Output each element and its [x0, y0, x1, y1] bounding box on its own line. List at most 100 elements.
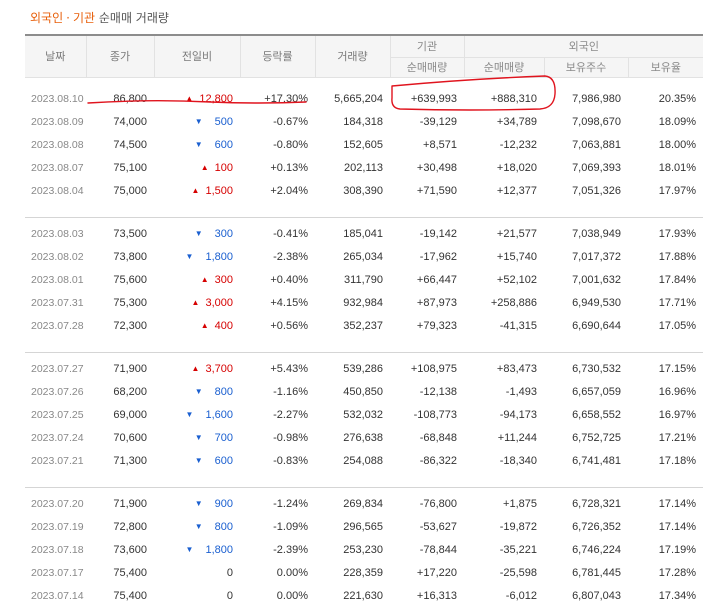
cell-ratio: 17.05% [658, 320, 697, 332]
cell-foreign-net: -94,173 [499, 409, 537, 421]
change-value: 600 [214, 139, 233, 151]
table-row: 2023.08.07 75,100 ▲ 100 +0.13% 202,113 +30,498… [25, 157, 703, 180]
arrow-up-icon: ▲ [191, 186, 200, 195]
table-row: 2023.07.24 70,600 ▼ 700 -0.98% 276,638 -68,848… [25, 427, 703, 450]
cell-volume: 532,032 [343, 409, 383, 421]
cell-volume: 311,790 [344, 274, 383, 286]
cell-foreign-net: +12,377 [496, 185, 537, 197]
header-change: 전일비 [153, 34, 240, 78]
table-row: 2023.08.08 74,500 ▼ 600 -0.80% 152,605 +8,571 -… [25, 134, 703, 157]
cell-ratio: 17.14% [658, 498, 697, 510]
table-row: 2023.07.28 72,300 ▲ 400 +0.56% 352,237 +79,323… [25, 315, 703, 338]
cell-inst-net: +8,571 [423, 139, 457, 151]
header-inst-net: 순매매량 [389, 57, 464, 78]
table-row: 2023.07.18 73,600 ▼ 1,800 -2.39% 253,230 -78,8… [25, 539, 703, 562]
cell-ratio: 17.28% [658, 567, 697, 579]
arrow-down-icon: ▼ [194, 229, 203, 238]
table-body: 2023.08.10 86,800 ▲ 12,800 +17.30% 5,665,204 +… [25, 77, 704, 608]
cell-foreign-net: +258,886 [490, 297, 537, 309]
cell-foreign-net: +34,789 [496, 116, 537, 128]
cell-volume: 269,834 [343, 498, 383, 510]
cell-holdings: 7,069,393 [572, 162, 621, 174]
cell-foreign-net: -25,598 [499, 567, 537, 579]
change-value: 900 [214, 498, 233, 510]
cell-inst-net: +87,973 [416, 297, 457, 309]
header-institution: 기관 [389, 34, 464, 58]
change-value: 600 [214, 455, 233, 467]
cell-inst-net: -68,848 [419, 432, 457, 444]
cell-volume: 539,286 [343, 363, 383, 375]
cell-inst-net: -17,962 [419, 251, 457, 263]
cell-date: 2023.08.09 [31, 116, 84, 128]
cell-close: 68,200 [113, 386, 147, 398]
cell-close: 75,300 [113, 297, 147, 309]
cell-volume: 5,665,204 [334, 93, 383, 105]
cell-ratio: 18.01% [658, 162, 697, 174]
cell-inst-net: +16,313 [416, 590, 457, 602]
cell-inst-net: -53,627 [419, 521, 457, 533]
cell-date: 2023.08.02 [31, 251, 84, 263]
change-value: 300 [214, 274, 233, 286]
cell-inst-net: +66,447 [416, 274, 457, 286]
table-row: 2023.08.01 75,600 ▲ 300 +0.40% 311,790 +66,447… [25, 269, 703, 292]
cell-inst-net: -39,129 [419, 116, 457, 128]
cell-rate: +17.30% [264, 93, 308, 105]
arrow-down-icon: ▼ [194, 387, 203, 396]
cell-date: 2023.08.01 [31, 274, 84, 286]
cell-rate: -1.24% [273, 498, 308, 510]
cell-volume: 202,113 [344, 162, 383, 174]
cell-rate: 0.00% [276, 590, 308, 602]
arrow-down-icon: ▼ [194, 499, 203, 508]
cell-volume: 184,318 [343, 116, 383, 128]
cell-ratio: 17.21% [658, 432, 697, 444]
cell-inst-net: -19,142 [419, 228, 457, 240]
header-rate: 등락률 [239, 34, 315, 78]
cell-foreign-net: -35,221 [499, 544, 537, 556]
cell-foreign-net: -41,315 [499, 320, 537, 332]
arrow-down-icon: ▼ [194, 433, 203, 442]
cell-date: 2023.07.19 [31, 521, 84, 533]
cell-volume: 152,605 [343, 139, 383, 151]
cell-holdings: 7,038,949 [572, 228, 621, 240]
cell-close: 75,400 [113, 590, 147, 602]
cell-ratio: 17.71% [658, 297, 697, 309]
table-row: 2023.07.21 71,300 ▼ 600 -0.83% 254,088 -86,322… [25, 450, 703, 473]
header-holdings: 보유주수 [543, 57, 628, 78]
cell-change: 0 [154, 562, 240, 585]
cell-foreign-net: +21,577 [496, 228, 537, 240]
cell-holdings: 7,098,670 [572, 116, 621, 128]
cell-foreign-net: +15,740 [496, 251, 537, 263]
cell-ratio: 17.18% [658, 455, 697, 467]
cell-holdings: 7,017,372 [572, 251, 621, 263]
cell-date: 2023.08.07 [31, 162, 84, 174]
cell-holdings: 7,986,980 [572, 93, 621, 105]
cell-close: 73,500 [113, 228, 147, 240]
cell-holdings: 7,051,326 [572, 185, 621, 197]
cell-ratio: 17.84% [658, 274, 697, 286]
table-row: 2023.08.10 86,800 ▲ 12,800 +17.30% 5,665,204 +… [25, 88, 703, 111]
table-row: 2023.08.09 74,000 ▼ 500 -0.67% 184,318 -39,129… [25, 111, 703, 134]
cell-rate: +5.43% [270, 363, 308, 375]
cell-ratio: 16.97% [658, 409, 697, 421]
cell-ratio: 20.35% [658, 93, 697, 105]
table-row: 2023.07.14 75,400 0 0.00% 221,630 +16,313 -6,0… [25, 585, 703, 608]
change-value: 1,800 [205, 544, 233, 556]
cell-rate: -2.39% [273, 544, 308, 556]
cell-rate: -0.98% [273, 432, 308, 444]
cell-date: 2023.07.27 [31, 363, 84, 375]
cell-change: ▲ 100 [154, 157, 240, 180]
header-volume: 거래량 [314, 34, 390, 78]
cell-foreign-net: +1,875 [503, 498, 537, 510]
table-row: 2023.07.25 69,000 ▼ 1,600 -2.27% 532,032 -108,… [25, 404, 703, 427]
cell-volume: 308,390 [343, 185, 383, 197]
cell-ratio: 17.14% [658, 521, 697, 533]
table-row: 2023.08.04 75,000 ▲ 1,500 +2.04% 308,390 +71,5… [25, 180, 703, 203]
cell-foreign-net: -12,232 [499, 139, 537, 151]
cell-rate: +2.04% [270, 185, 308, 197]
cell-inst-net: -76,800 [419, 498, 457, 510]
cell-close: 74,000 [113, 116, 147, 128]
cell-rate: +0.56% [270, 320, 308, 332]
cell-holdings: 6,752,725 [572, 432, 621, 444]
cell-holdings: 7,063,881 [572, 139, 621, 151]
cell-ratio: 17.34% [658, 590, 697, 602]
